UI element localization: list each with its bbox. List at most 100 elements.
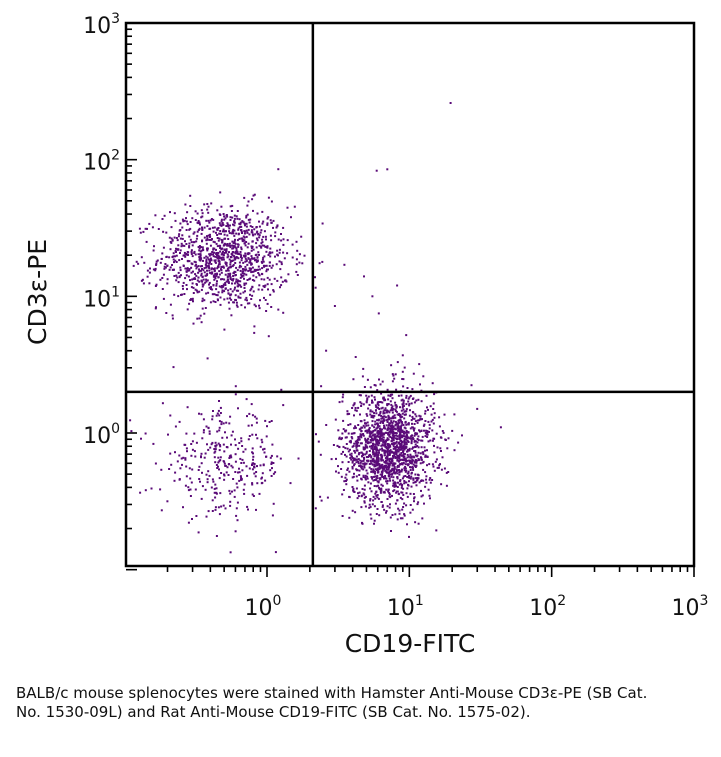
event-point xyxy=(185,447,188,450)
event-point xyxy=(401,431,404,434)
event-point xyxy=(430,413,433,416)
event-point xyxy=(301,262,304,265)
event-point xyxy=(252,194,255,197)
event-point xyxy=(398,473,401,476)
event-point xyxy=(220,286,223,289)
event-point xyxy=(393,470,396,473)
event-point xyxy=(396,490,399,493)
event-point xyxy=(422,453,425,456)
event-point xyxy=(411,447,414,450)
event-point xyxy=(424,454,427,457)
event-point xyxy=(381,470,384,473)
event-point xyxy=(220,268,222,271)
event-point xyxy=(376,494,379,496)
event-point xyxy=(187,521,190,524)
event-point xyxy=(227,292,230,295)
event-point xyxy=(246,231,249,234)
event-point xyxy=(198,247,201,250)
event-point xyxy=(366,398,369,401)
event-point xyxy=(347,432,350,435)
event-point xyxy=(433,451,436,454)
event-point xyxy=(380,483,383,486)
event-point xyxy=(282,251,285,254)
event-point xyxy=(177,244,180,247)
event-point xyxy=(403,502,406,505)
event-point xyxy=(361,426,364,429)
event-point xyxy=(253,331,256,334)
event-point xyxy=(351,460,354,463)
event-point xyxy=(351,476,354,479)
event-point xyxy=(197,531,200,534)
event-point xyxy=(139,491,142,494)
event-point xyxy=(236,239,239,242)
event-point xyxy=(222,213,225,215)
event-point xyxy=(340,468,343,470)
event-point xyxy=(237,283,240,286)
event-point xyxy=(231,279,234,281)
event-point xyxy=(397,414,400,416)
event-point xyxy=(233,245,236,248)
event-point xyxy=(377,470,380,473)
event-point xyxy=(408,474,410,477)
event-point xyxy=(241,238,244,241)
event-point xyxy=(352,475,355,478)
event-point xyxy=(163,265,166,268)
event-point xyxy=(243,239,246,242)
event-point xyxy=(345,455,348,458)
event-point xyxy=(216,237,219,239)
event-point xyxy=(385,468,388,471)
event-point xyxy=(385,470,388,473)
event-point xyxy=(193,250,196,253)
event-point xyxy=(338,436,341,439)
event-point xyxy=(366,442,369,445)
event-point xyxy=(211,510,214,512)
event-point xyxy=(373,465,376,468)
event-point xyxy=(200,272,203,275)
event-point xyxy=(386,498,389,500)
event-point xyxy=(240,259,243,262)
event-point xyxy=(186,288,188,291)
event-point xyxy=(391,405,394,408)
event-point xyxy=(205,261,208,264)
event-point xyxy=(379,491,382,494)
event-point xyxy=(253,257,256,260)
event-point xyxy=(375,458,378,461)
event-point xyxy=(278,260,281,263)
event-point xyxy=(184,267,187,270)
event-point xyxy=(232,275,235,277)
event-point xyxy=(201,240,203,243)
event-point xyxy=(212,255,215,258)
event-point xyxy=(286,206,289,209)
event-point xyxy=(224,507,227,510)
event-point xyxy=(263,230,266,233)
event-point xyxy=(163,214,166,217)
event-point xyxy=(232,263,235,266)
event-point xyxy=(198,270,201,273)
event-point xyxy=(433,444,435,447)
event-point xyxy=(199,253,202,256)
event-point xyxy=(391,459,394,462)
event-point xyxy=(215,288,218,291)
event-point xyxy=(259,245,262,248)
event-point xyxy=(236,210,239,212)
event-point xyxy=(247,257,250,260)
event-point xyxy=(205,266,208,269)
event-point xyxy=(247,252,250,255)
event-point xyxy=(244,224,246,227)
event-point xyxy=(240,462,243,464)
event-point xyxy=(392,464,394,467)
event-point xyxy=(413,497,415,500)
event-point xyxy=(429,497,431,500)
event-point xyxy=(180,274,182,277)
event-point xyxy=(438,464,441,467)
event-point xyxy=(225,263,228,266)
event-point xyxy=(263,278,266,281)
event-point xyxy=(210,268,213,271)
event-point xyxy=(229,504,232,507)
event-point xyxy=(270,306,273,308)
event-point xyxy=(237,253,240,255)
event-point xyxy=(181,218,184,221)
event-point xyxy=(386,168,389,171)
event-point xyxy=(426,431,429,434)
event-point xyxy=(228,242,231,245)
